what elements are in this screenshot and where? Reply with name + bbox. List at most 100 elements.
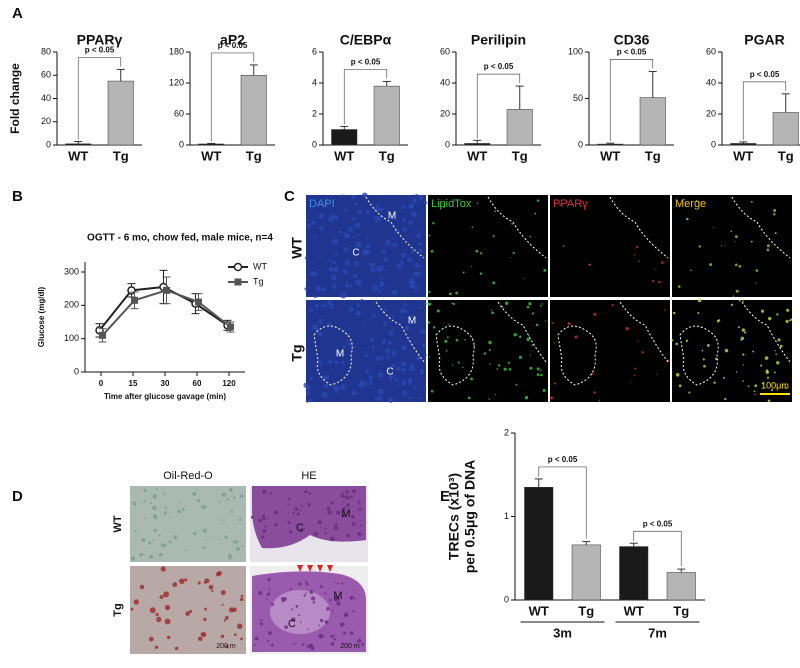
speckle bbox=[540, 373, 543, 377]
speckle bbox=[336, 350, 342, 357]
speckle bbox=[401, 367, 406, 372]
speckle bbox=[675, 342, 679, 346]
speckle bbox=[446, 336, 449, 339]
speckle bbox=[539, 369, 542, 372]
significance-bracket bbox=[77, 57, 122, 140]
speckle bbox=[760, 364, 763, 367]
speckle bbox=[762, 383, 764, 385]
speckle bbox=[287, 497, 291, 501]
y-tick-label: 20 bbox=[440, 108, 450, 118]
speckle bbox=[488, 340, 492, 345]
speckle bbox=[342, 631, 347, 635]
speckle bbox=[317, 331, 323, 337]
x-tick-label: 60 bbox=[193, 379, 202, 388]
speckle bbox=[324, 531, 327, 535]
speckle bbox=[262, 529, 267, 533]
speckle bbox=[309, 376, 313, 380]
speckle bbox=[735, 289, 739, 293]
speckle bbox=[488, 348, 491, 352]
speckle bbox=[340, 384, 346, 391]
speckle bbox=[315, 285, 322, 291]
speckle bbox=[361, 192, 368, 199]
y-tick-label: 180 bbox=[169, 46, 184, 56]
speckle bbox=[462, 271, 465, 274]
speckle bbox=[402, 227, 408, 232]
speckle bbox=[327, 300, 332, 305]
y-tick-label: 300 bbox=[64, 266, 79, 276]
speckle bbox=[407, 316, 412, 320]
speckle bbox=[391, 364, 396, 368]
speckle bbox=[641, 351, 644, 354]
y-tick-label: 4 bbox=[312, 77, 317, 87]
speckle bbox=[357, 531, 362, 537]
speckle bbox=[455, 291, 459, 295]
panel-label: D bbox=[12, 488, 23, 505]
speckle bbox=[451, 302, 454, 305]
speckle bbox=[236, 623, 243, 630]
speckle bbox=[495, 393, 497, 396]
region-label: C bbox=[288, 618, 296, 630]
speckle bbox=[232, 541, 235, 544]
speckle bbox=[223, 619, 227, 622]
speckle bbox=[377, 395, 383, 401]
speckle bbox=[355, 302, 361, 307]
x-tick-label: 0 bbox=[99, 379, 104, 388]
speckle bbox=[163, 591, 170, 598]
speckle bbox=[333, 215, 339, 220]
speckle bbox=[389, 265, 393, 268]
speckle bbox=[528, 302, 532, 306]
image bbox=[130, 566, 246, 654]
speckle bbox=[229, 488, 233, 492]
speckle bbox=[346, 503, 351, 508]
speckle bbox=[416, 355, 421, 361]
speckle bbox=[418, 271, 423, 275]
speckle bbox=[172, 582, 178, 588]
speckle bbox=[429, 356, 431, 358]
speckle bbox=[742, 353, 745, 356]
speckle bbox=[155, 612, 159, 617]
speckle bbox=[348, 307, 354, 312]
speckle bbox=[358, 381, 365, 388]
legend-marker bbox=[233, 262, 243, 272]
bar bbox=[65, 143, 92, 146]
x-tick-label: Tg bbox=[778, 148, 794, 163]
speckle bbox=[760, 309, 765, 313]
speckle bbox=[376, 204, 379, 207]
legend-label: Tg bbox=[253, 276, 264, 286]
speckle bbox=[392, 242, 398, 248]
speckle bbox=[318, 624, 321, 627]
x-tick-label: 15 bbox=[129, 379, 138, 388]
speckle bbox=[334, 360, 339, 365]
speckle bbox=[384, 348, 391, 354]
speckle bbox=[258, 518, 263, 523]
x-tick-label: Tg bbox=[246, 148, 262, 163]
speckle bbox=[333, 266, 339, 272]
speckle bbox=[545, 320, 547, 322]
speckle bbox=[141, 538, 146, 543]
speckle bbox=[333, 283, 337, 287]
y-tick-label: 40 bbox=[706, 77, 716, 87]
speckle bbox=[536, 199, 540, 202]
speckle bbox=[365, 236, 369, 240]
speckle bbox=[685, 339, 689, 343]
speckle bbox=[320, 526, 323, 528]
arrow bbox=[297, 565, 303, 572]
speckle bbox=[306, 385, 312, 391]
y-axis-label: Glucose (mg/dl) bbox=[37, 286, 46, 347]
speckle bbox=[341, 513, 346, 518]
speckle bbox=[317, 202, 321, 205]
region-border bbox=[741, 301, 791, 363]
bar bbox=[666, 572, 696, 601]
speckle bbox=[352, 273, 358, 279]
speckle bbox=[319, 585, 323, 589]
x-axis-label: Time after glucose gavage (min) bbox=[104, 392, 226, 401]
speckle bbox=[391, 314, 394, 318]
point bbox=[227, 323, 234, 331]
speckle bbox=[309, 590, 314, 594]
speckle bbox=[306, 644, 311, 649]
speckle bbox=[292, 511, 295, 515]
speckle bbox=[490, 309, 493, 311]
speckle bbox=[567, 322, 571, 326]
significance-bracket bbox=[476, 73, 521, 139]
